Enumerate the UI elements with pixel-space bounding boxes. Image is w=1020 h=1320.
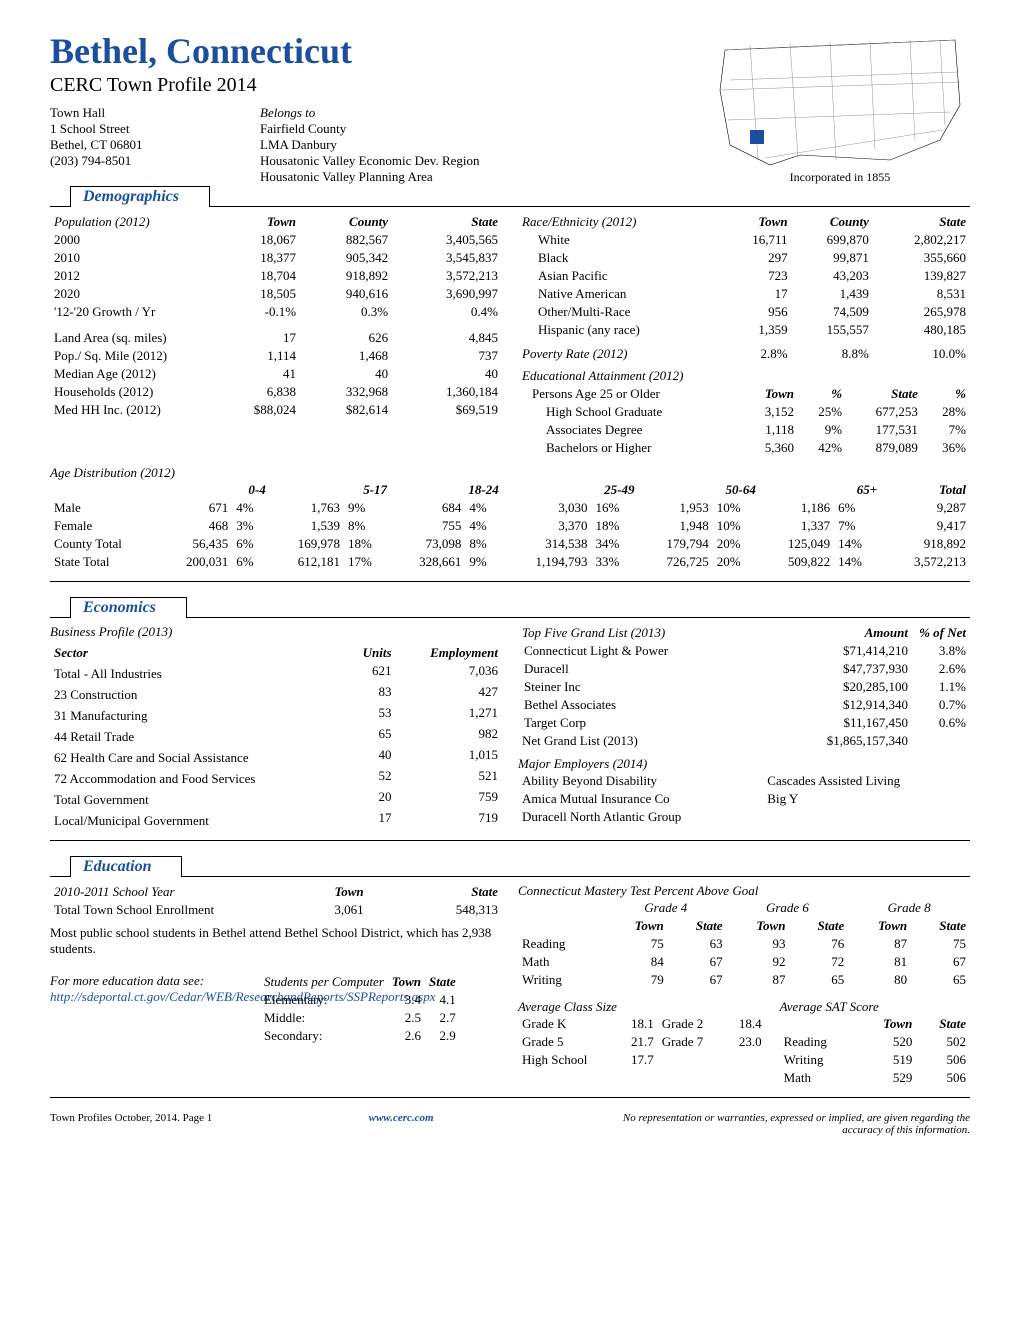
class-size-label: Average Class Size — [518, 999, 766, 1015]
col-state: State — [392, 213, 502, 231]
address-line: (203) 794-8501 — [50, 153, 260, 169]
enroll-state: 548,313 — [368, 901, 502, 919]
class-size-table: Grade K18.1Grade 218.4Grade 521.7Grade 7… — [518, 1015, 766, 1069]
belongs-item: Housatonic Valley Economic Dev. Region — [260, 153, 710, 169]
age-dist-label: Age Distribution (2012) — [50, 465, 970, 481]
section-title-education: Education — [70, 856, 182, 877]
sat-label: Average SAT Score — [780, 999, 970, 1015]
col-units: Units — [344, 644, 396, 662]
col-sector: Sector — [50, 644, 344, 662]
edu-attain-label: Educational Attainment (2012) — [518, 367, 970, 385]
section-title-economics: Economics — [70, 597, 187, 618]
biz-profile-label: Business Profile (2013) — [50, 624, 502, 640]
demographics-section: Demographics Population (2012) Town Coun… — [50, 185, 970, 582]
col-town: Town — [268, 883, 368, 901]
belongs-item: Housatonic Valley Planning Area — [260, 169, 710, 185]
footer-left: Town Profiles October, 2014. Page 1 — [50, 1112, 212, 1136]
col-pct-net: % of Net — [912, 624, 970, 642]
col-employment: Employment — [396, 644, 502, 662]
col-pct: % — [798, 385, 846, 403]
enroll-label: Total Town School Enrollment — [50, 901, 268, 919]
address-line: Bethel, CT 06801 — [50, 137, 260, 153]
incorporated-label: Incorporated in 1855 — [710, 170, 970, 185]
age-distribution-table: 0-4 5-17 18-24 25-49 50-64 65+ Total Mal… — [50, 481, 970, 571]
race-label: Race/Ethnicity (2012) — [518, 213, 722, 231]
belongs-block: Belongs to Fairfield County LMA Danbury … — [260, 105, 710, 185]
net-grand-amt: $1,865,157,340 — [767, 732, 912, 750]
economics-section: Economics Business Profile (2013) Sector… — [50, 596, 970, 841]
cmt-label: Connecticut Mastery Test Percent Above G… — [518, 883, 970, 899]
enroll-town: 3,061 — [268, 901, 368, 919]
col-pct: % — [922, 385, 970, 403]
population-label: Population (2012) — [50, 213, 208, 231]
col-town: Town — [742, 385, 798, 403]
employers-table: Ability Beyond DisabilityCascades Assist… — [518, 772, 970, 826]
page-subtitle: CERC Town Profile 2014 — [50, 74, 710, 97]
school-year-label: 2010-2011 School Year — [50, 883, 268, 901]
education-data-link[interactable]: http://sdeportal.ct.gov/Cedar/WEB/Resear… — [50, 989, 250, 1005]
col-state: State — [873, 213, 970, 231]
employers-label: Major Employers (2014) — [518, 756, 970, 772]
col-state: State — [846, 385, 922, 403]
economics-left: Business Profile (2013) Sector Units Emp… — [50, 624, 502, 830]
footer-link[interactable]: www.cerc.com — [369, 1112, 434, 1136]
demographics-right: Race/Ethnicity (2012) Town County State … — [518, 213, 970, 457]
edu-sub-label: Persons Age 25 or Older — [518, 385, 742, 403]
spc-label: Students per Computer — [260, 973, 388, 991]
section-title-demographics: Demographics — [70, 186, 210, 207]
header: Bethel, Connecticut CERC Town Profile 20… — [50, 30, 970, 185]
address-line: 1 School Street — [50, 121, 260, 137]
economics-right: Top Five Grand List (2013) Amount % of N… — [518, 624, 970, 830]
address-line: Town Hall — [50, 105, 260, 121]
belongs-item: Fairfield County — [260, 121, 710, 137]
page-footer: Town Profiles October, 2014. Page 1 www.… — [50, 1112, 970, 1136]
col-amount: Amount — [767, 624, 912, 642]
edu-link-label: For more education data see: — [50, 973, 250, 989]
net-grand-label: Net Grand List (2013) — [518, 732, 767, 750]
state-map-icon — [710, 30, 970, 170]
education-left: 2010-2011 School Year Town State Total T… — [50, 883, 502, 1087]
poverty-label: Poverty Rate (2012) — [518, 345, 722, 363]
belongs-item: LMA Danbury — [260, 137, 710, 153]
header-text: Bethel, Connecticut CERC Town Profile 20… — [50, 30, 710, 185]
poverty-county: 8.8% — [792, 345, 873, 363]
page-title: Bethel, Connecticut — [50, 30, 710, 72]
poverty-town: 2.8% — [722, 345, 792, 363]
col-county: County — [792, 213, 873, 231]
col-county: County — [300, 213, 392, 231]
footer-disclaimer: No representation or warranties, express… — [590, 1112, 970, 1136]
education-note: Most public school students in Bethel at… — [50, 925, 502, 957]
col-state: State — [368, 883, 502, 901]
belongs-label: Belongs to — [260, 105, 710, 121]
education-section: Education 2010-2011 School Year Town Sta… — [50, 855, 970, 1098]
map-block: Incorporated in 1855 — [710, 30, 970, 185]
address-block: Town Hall 1 School Street Bethel, CT 068… — [50, 105, 260, 185]
col-town: Town — [722, 213, 792, 231]
demographics-left: Population (2012) Town County State 2000… — [50, 213, 502, 457]
education-right: Connecticut Mastery Test Percent Above G… — [518, 883, 970, 1087]
poverty-state: 10.0% — [873, 345, 970, 363]
grand-list-label: Top Five Grand List (2013) — [518, 624, 767, 642]
col-town: Town — [208, 213, 300, 231]
